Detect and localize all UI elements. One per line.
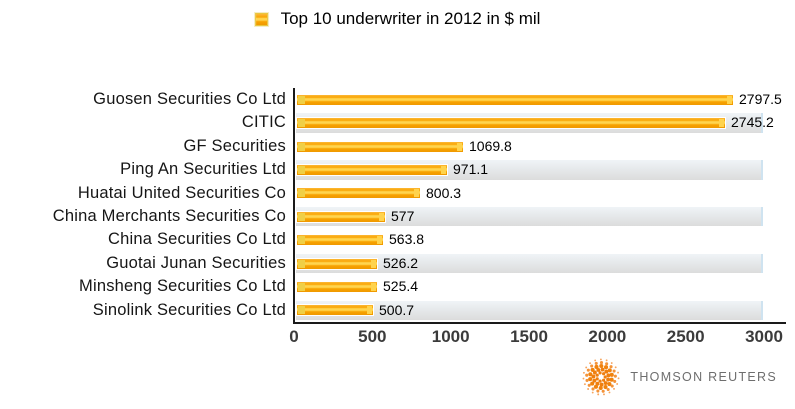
category-label: Guosen Securities Co Ltd [93, 90, 286, 108]
row-stripe [296, 300, 763, 320]
value-label: 800.3 [426, 184, 462, 201]
value-label: 2797.5 [739, 91, 782, 107]
category-label: Minsheng Securities Co Ltd [79, 277, 286, 296]
row-stripe [296, 253, 763, 274]
x-tick-label: 3000 [745, 327, 783, 346]
legend-series-marker-icon [254, 12, 268, 26]
legend-series-label: Top 10 underwriter in 2012 in $ mil [280, 9, 541, 28]
value-label: 526.2 [383, 254, 419, 271]
thomson-reuters-branding: THOMSON REUTERS [580, 356, 777, 398]
x-axis-line [293, 322, 786, 324]
value-label: 2745.2 [731, 114, 774, 131]
thomson-reuters-logo-text: THOMSON REUTERS [630, 370, 777, 384]
category-label: Guotai Junan Securities [106, 253, 286, 272]
x-tick-label: 1500 [510, 327, 548, 346]
x-tick-label: 2000 [588, 327, 627, 346]
bar [296, 140, 464, 153]
category-label: Huatai United Securities Co [77, 183, 286, 202]
thomson-reuters-globe-icon [582, 358, 620, 396]
bar [296, 163, 448, 176]
y-axis-line [293, 88, 295, 324]
category-label: China Securities Co Ltd [108, 230, 286, 249]
x-tick-label: 0 [289, 327, 299, 346]
bar [296, 257, 378, 270]
bar [296, 93, 734, 106]
category-label: Sinolink Securities Co Ltd [92, 300, 286, 319]
row-stripe [296, 207, 763, 227]
bar [296, 210, 386, 223]
value-label: 1069.8 [469, 137, 512, 154]
x-tick-label: 500 [358, 327, 387, 346]
x-tick-label: 1000 [431, 327, 470, 346]
bar [296, 234, 384, 247]
category-label: Ping An Securities Ltd [120, 160, 286, 179]
bar [296, 187, 421, 200]
category-label: China Merchants Securities Co [52, 207, 286, 225]
chart-legend: Top 10 underwriter in 2012 in $ mil [254, 9, 541, 29]
category-label: CITIC [241, 113, 286, 132]
value-label: 577 [391, 208, 415, 224]
x-tick-label: 2500 [666, 327, 705, 346]
value-label: 563.8 [389, 231, 425, 248]
bar [296, 117, 726, 130]
category-label: GF Securities [183, 136, 286, 155]
value-label: 971.1 [453, 161, 489, 178]
value-label: 525.4 [383, 278, 419, 295]
bar [296, 304, 374, 317]
bar [296, 280, 378, 293]
value-label: 500.7 [379, 301, 415, 318]
